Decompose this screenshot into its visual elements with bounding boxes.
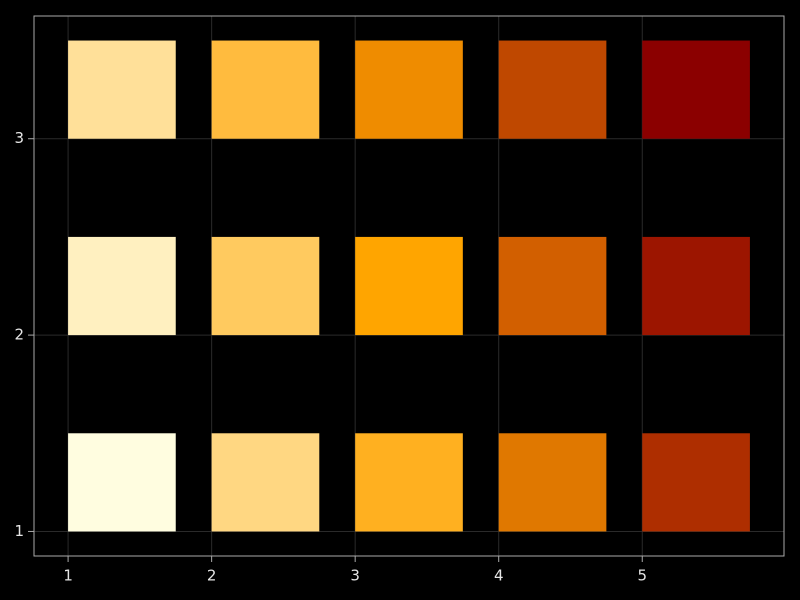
plot-frame — [33, 15, 785, 557]
x-tick-label: 2 — [207, 567, 217, 585]
tile — [68, 40, 176, 139]
tile — [642, 433, 750, 532]
y-tick-label: 3 — [14, 129, 24, 147]
tile — [68, 236, 176, 336]
tile — [211, 40, 320, 139]
tile — [68, 433, 176, 532]
tile — [498, 236, 607, 336]
tile — [642, 236, 750, 336]
tile — [355, 40, 463, 139]
y-tick-label: 2 — [14, 326, 24, 344]
tile — [211, 433, 320, 532]
tile — [498, 433, 607, 532]
tile — [642, 40, 750, 139]
y-tick-label: 1 — [14, 522, 24, 540]
tile — [355, 236, 463, 336]
tile — [498, 40, 607, 139]
x-tick-label: 4 — [494, 567, 504, 585]
tile — [211, 236, 320, 336]
tile — [355, 433, 463, 532]
x-tick-label: 3 — [350, 567, 360, 585]
x-tick-label: 5 — [637, 567, 647, 585]
x-tick-label: 1 — [63, 567, 73, 585]
